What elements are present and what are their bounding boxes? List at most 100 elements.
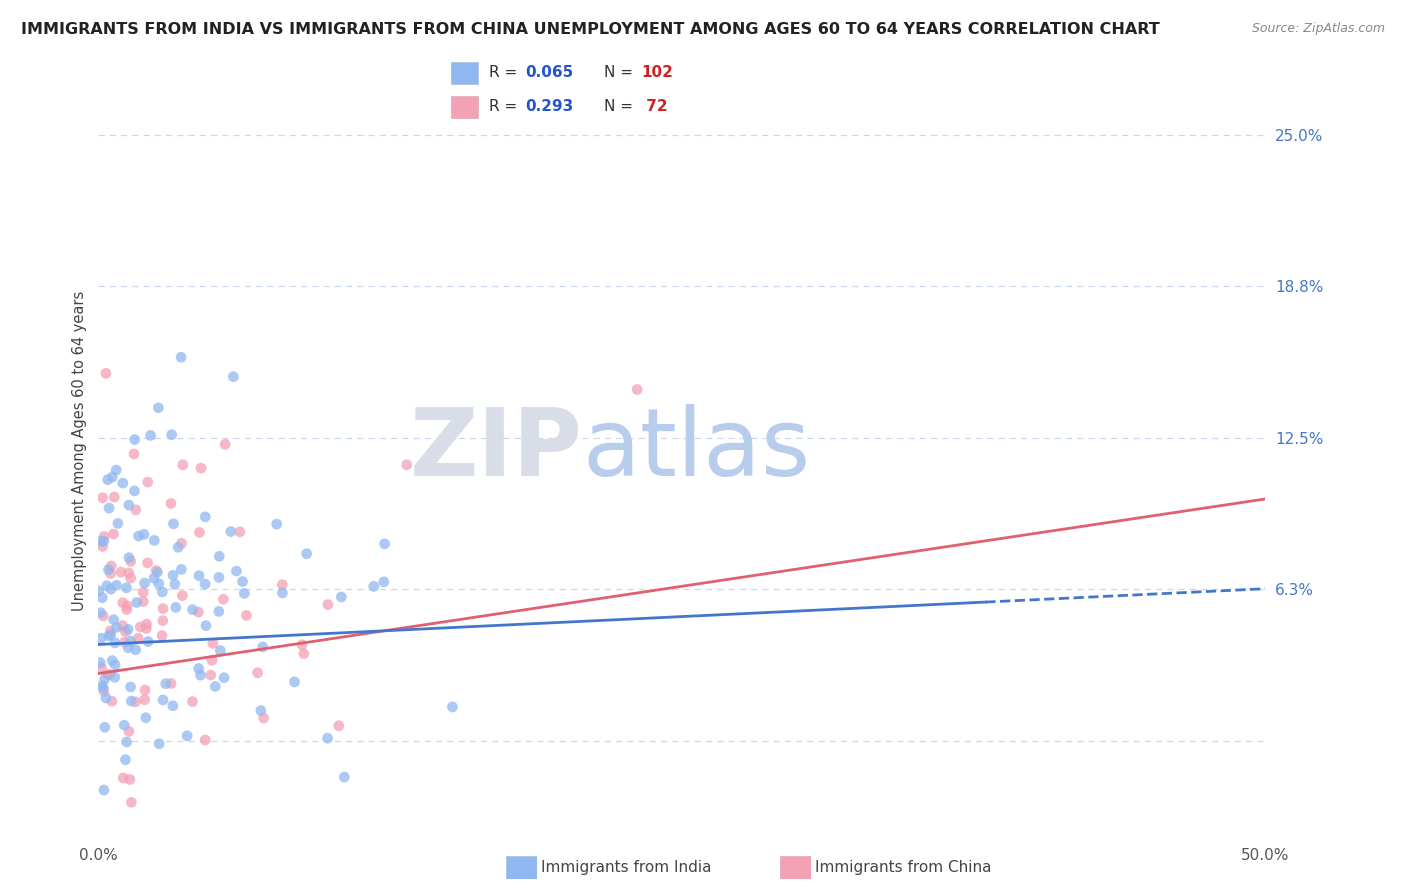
Point: [148, 737, 170, 751]
Point: [135, 617, 157, 632]
Point: [118, 772, 141, 787]
Point: [120, 680, 142, 694]
Point: [190, 461, 212, 475]
Point: [97, 563, 120, 577]
Point: [194, 733, 217, 747]
Point: [152, 693, 174, 707]
Point: [93, 530, 115, 544]
Point: [194, 577, 217, 591]
Point: [110, 565, 132, 579]
Point: [115, 599, 138, 613]
Bar: [450, 96, 478, 118]
Point: [101, 470, 124, 484]
Point: [283, 674, 305, 689]
Point: [93, 684, 115, 698]
Point: [160, 676, 183, 690]
Point: [214, 437, 236, 451]
Point: [115, 602, 138, 616]
Point: [143, 533, 166, 548]
Text: Immigrants from India: Immigrants from India: [541, 860, 711, 874]
Point: [122, 447, 145, 461]
Point: [232, 574, 254, 589]
Point: [98, 667, 121, 681]
Point: [103, 490, 125, 504]
Point: [103, 527, 125, 541]
Point: [152, 614, 174, 628]
Point: [167, 541, 190, 555]
Point: [201, 636, 224, 650]
Point: [145, 564, 167, 578]
Text: N =: N =: [603, 99, 637, 114]
Point: [97, 473, 120, 487]
Point: [118, 550, 141, 565]
Point: [163, 577, 186, 591]
Y-axis label: Unemployment Among Ages 60 to 64 years: Unemployment Among Ages 60 to 64 years: [72, 290, 87, 611]
Point: [136, 634, 159, 648]
Point: [111, 618, 134, 632]
Point: [124, 695, 146, 709]
Point: [93, 534, 115, 549]
Point: [104, 657, 127, 672]
Point: [235, 608, 257, 623]
Point: [89, 606, 111, 620]
Point: [120, 694, 142, 708]
Point: [107, 516, 129, 531]
Point: [209, 643, 232, 657]
Point: [132, 594, 155, 608]
Point: [373, 574, 395, 589]
Bar: [450, 62, 478, 84]
Point: [374, 537, 396, 551]
Point: [252, 640, 274, 654]
Point: [200, 668, 222, 682]
Point: [162, 698, 184, 713]
Point: [155, 676, 177, 690]
Text: IMMIGRANTS FROM INDIA VS IMMIGRANTS FROM CHINA UNEMPLOYMENT AMONG AGES 60 TO 64 : IMMIGRANTS FROM INDIA VS IMMIGRANTS FROM…: [21, 22, 1160, 37]
Point: [212, 671, 235, 685]
Text: R =: R =: [489, 99, 523, 114]
Point: [233, 586, 256, 600]
Point: [118, 724, 141, 739]
Point: [105, 463, 128, 477]
Point: [118, 498, 141, 512]
Point: [187, 605, 209, 619]
Point: [188, 525, 211, 540]
Point: [195, 618, 218, 632]
Point: [115, 581, 138, 595]
Point: [295, 547, 318, 561]
Point: [117, 640, 139, 655]
Point: [204, 680, 226, 694]
Point: [112, 771, 135, 785]
Point: [103, 613, 125, 627]
Point: [152, 601, 174, 615]
Point: [96, 579, 118, 593]
Point: [271, 586, 294, 600]
Point: [170, 536, 193, 550]
Point: [90, 631, 112, 645]
Point: [124, 483, 146, 498]
Point: [162, 568, 184, 582]
Point: [115, 735, 138, 749]
Point: [135, 622, 157, 636]
Point: [139, 428, 162, 442]
Point: [148, 401, 170, 415]
Text: Immigrants from China: Immigrants from China: [815, 860, 993, 874]
Point: [120, 634, 142, 648]
Point: [441, 700, 464, 714]
Point: [136, 475, 159, 489]
Text: 72: 72: [641, 99, 668, 114]
Point: [125, 502, 148, 516]
Text: 102: 102: [641, 65, 672, 80]
Point: [100, 559, 122, 574]
Point: [91, 681, 114, 695]
Point: [170, 562, 193, 576]
Point: [97, 667, 120, 681]
Point: [91, 540, 114, 554]
Point: [91, 491, 114, 505]
Point: [101, 654, 124, 668]
Point: [626, 383, 648, 397]
Point: [316, 598, 339, 612]
Point: [146, 565, 169, 579]
Point: [91, 591, 114, 605]
Point: [165, 600, 187, 615]
Text: R =: R =: [489, 65, 523, 80]
